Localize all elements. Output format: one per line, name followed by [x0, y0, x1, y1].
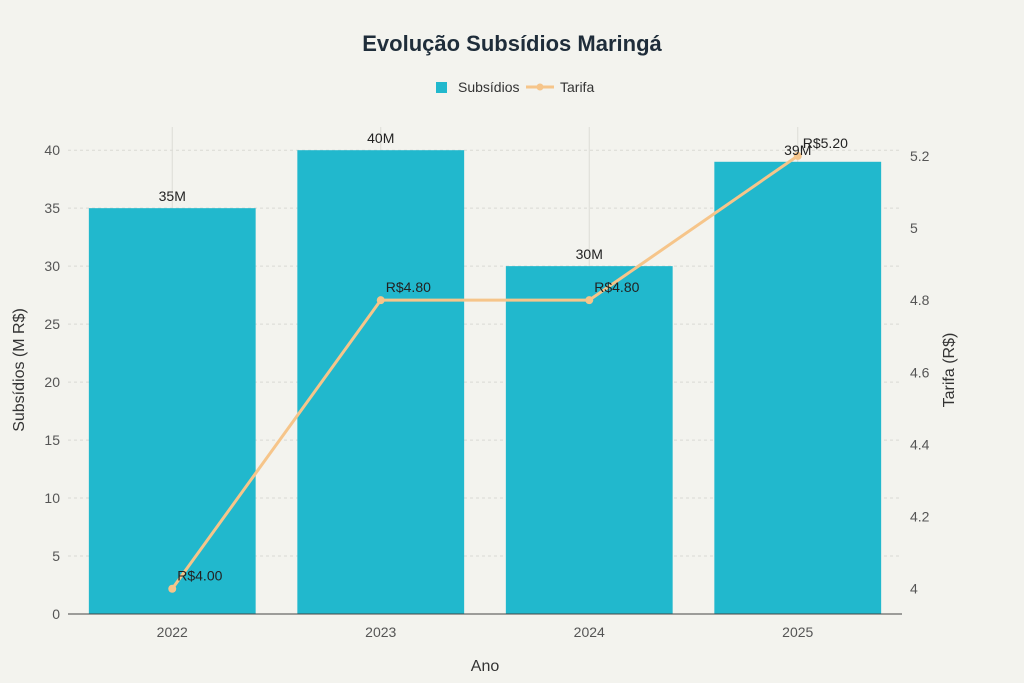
y-axis-title: Subsídios (M R$) — [11, 308, 28, 432]
y-tick-label: 0 — [52, 606, 60, 622]
y-tick-label: 25 — [44, 316, 60, 332]
tarifa-point-2025 — [793, 151, 802, 160]
x-axis-title: Ano — [471, 658, 500, 675]
bars — [88, 150, 882, 615]
bar-value-label: 40M — [367, 130, 394, 146]
y-tick-label: 40 — [44, 142, 60, 158]
legend-marker-tarifa — [536, 83, 544, 91]
y-tick-label: 15 — [44, 432, 60, 448]
tarifa-point-2024 — [585, 296, 594, 305]
y2-tick-label: 4.2 — [910, 509, 930, 525]
y-axis-left-ticks: 0 5 10 15 20 25 30 35 40 — [44, 142, 60, 622]
legend-label-subsidios: Subsídios — [458, 79, 519, 95]
bar-subsidios-2022 — [88, 208, 256, 614]
tarifa-point-2022 — [168, 584, 177, 593]
y-tick-label: 30 — [44, 258, 60, 274]
tarifa-line — [168, 151, 802, 593]
tarifa-point-2023 — [376, 296, 385, 305]
bar-subsidios-2023 — [297, 150, 465, 614]
y-axis-right-ticks: 4 4.2 4.4 4.6 4.8 5 5.2 — [910, 148, 930, 597]
x-tick-label: 2023 — [365, 624, 396, 640]
y-tick-label: 10 — [44, 490, 60, 506]
chart-title: Evolução Subsídios Maringá — [362, 31, 662, 56]
tarifa-value-label: R$4.80 — [386, 279, 431, 295]
data-labels: 35M 40M 30M 39M R$4.00 R$4.80 R$4.80 R$5.20 — [159, 130, 848, 584]
legend: Subsídios Tarifa — [436, 79, 594, 95]
tarifa-polyline — [171, 154, 799, 590]
x-tick-label: 2025 — [782, 624, 813, 640]
bar-value-label: 30M — [576, 246, 603, 262]
y-tick-label: 5 — [52, 548, 60, 564]
y2-tick-label: 4.6 — [910, 364, 930, 380]
tarifa-value-label: R$4.80 — [594, 279, 639, 295]
bar-subsidios-2025 — [714, 161, 882, 615]
y2-tick-label: 5.2 — [910, 148, 930, 164]
legend-label-tarifa: Tarifa — [560, 79, 594, 95]
y2-axis-title: Tarifa (R$) — [941, 333, 958, 408]
y-tick-label: 20 — [44, 374, 60, 390]
x-axis-ticks: 2022 2023 2024 2025 — [157, 624, 814, 640]
tarifa-value-label: R$5.20 — [803, 135, 848, 151]
y2-tick-label: 4.4 — [910, 436, 930, 452]
y2-tick-label: 5 — [910, 220, 918, 236]
bar-value-label: 35M — [159, 188, 186, 204]
y2-tick-label: 4.8 — [910, 292, 930, 308]
y2-tick-label: 4 — [910, 581, 918, 597]
bar-value-label: 39M — [784, 142, 811, 158]
tarifa-value-label: R$4.00 — [177, 568, 222, 584]
y-tick-label: 35 — [44, 200, 60, 216]
bar-subsidios-2024 — [505, 266, 673, 614]
x-tick-label: 2022 — [157, 624, 188, 640]
x-tick-label: 2024 — [574, 624, 605, 640]
legend-swatch-subsidios — [436, 82, 447, 93]
